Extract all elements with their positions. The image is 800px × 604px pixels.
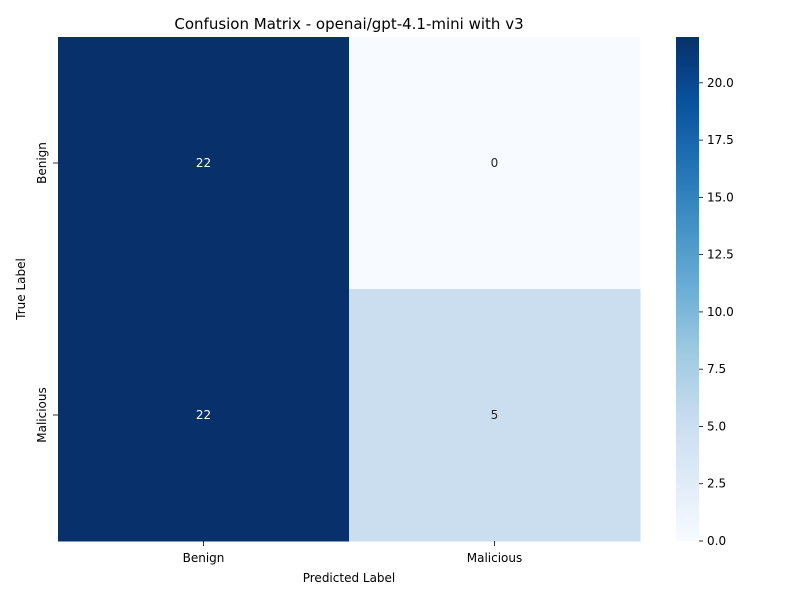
heatmap-cell-0-1 <box>349 37 641 290</box>
colorbar-tick-label-0: 0.0 <box>707 534 726 548</box>
y-axis-ticks: Benign Malicious <box>35 142 58 443</box>
cell-value-0-1: 0 <box>491 156 499 170</box>
x-axis-label: Predicted Label <box>303 571 396 585</box>
colorbar-tick-label-4: 10.0 <box>707 305 734 319</box>
colorbar-tick-label-7: 17.5 <box>707 133 734 147</box>
heatmap-cells <box>58 37 641 542</box>
y-tick-label-0: Benign <box>35 142 49 184</box>
cell-value-1-0: 22 <box>196 408 211 422</box>
y-axis-label: True Label <box>14 258 28 321</box>
x-axis-ticks: Benign Malicious <box>183 541 523 565</box>
colorbar-tick-label-1: 2.5 <box>707 477 726 491</box>
chart-title: Confusion Matrix - openai/gpt-4.1-mini w… <box>174 15 523 33</box>
colorbar <box>676 37 699 541</box>
x-tick-label-1: Malicious <box>467 551 523 565</box>
heatmap-cell-1-1 <box>349 289 641 542</box>
colorbar-tick-label-8: 20.0 <box>707 76 734 90</box>
x-tick-label-0: Benign <box>183 551 225 565</box>
cell-value-labels: 22 0 22 5 <box>196 156 498 422</box>
cell-value-0-0: 22 <box>196 156 211 170</box>
colorbar-tick-label-3: 7.5 <box>707 362 726 376</box>
cell-value-1-1: 5 <box>491 408 499 422</box>
heatmap-cell-1-0 <box>58 289 350 542</box>
heatmap-cell-0-0 <box>58 37 350 290</box>
colorbar-tick-label-2: 5.0 <box>707 419 726 433</box>
colorbar-tick-label-5: 12.5 <box>707 248 734 262</box>
colorbar-tick-label-6: 15.0 <box>707 190 734 204</box>
y-tick-label-1: Malicious <box>35 387 49 443</box>
colorbar-ticks: 0.0 2.5 5.0 7.5 10.0 12.5 15.0 17.5 20.0 <box>699 76 734 548</box>
